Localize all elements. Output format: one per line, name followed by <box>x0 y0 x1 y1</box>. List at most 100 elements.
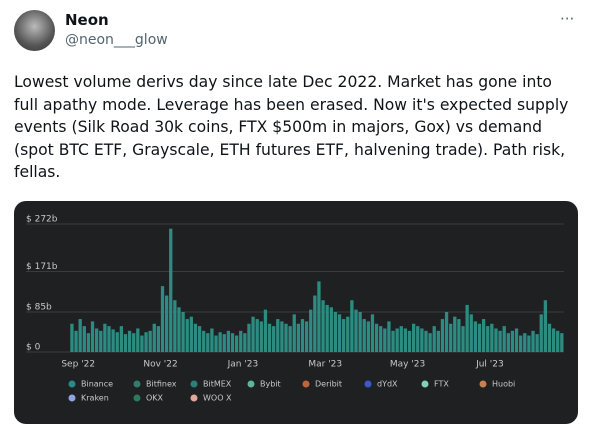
bar <box>123 334 128 352</box>
x-tick-label: Mar '23 <box>308 360 342 370</box>
bar <box>399 326 403 352</box>
bar <box>444 312 449 352</box>
bar <box>90 321 95 352</box>
bar <box>411 323 416 352</box>
x-tick-label: May '23 <box>390 360 425 370</box>
legend-swatch <box>247 380 255 388</box>
bar <box>370 314 375 352</box>
bar <box>263 309 268 352</box>
bar <box>551 328 556 352</box>
bar <box>457 319 461 352</box>
tweet-text: Lowest volume derivs day since late Dec … <box>14 73 569 181</box>
bar <box>255 319 259 352</box>
bar <box>206 333 210 352</box>
legend-label: WOO X <box>203 394 232 403</box>
bar <box>350 300 354 352</box>
bar <box>197 326 202 352</box>
bar <box>407 330 412 352</box>
bar <box>506 333 510 352</box>
legend-swatch <box>68 380 76 388</box>
bar <box>354 309 358 352</box>
bar <box>358 312 362 352</box>
more-button[interactable]: ··· <box>560 10 575 28</box>
bar <box>169 228 173 352</box>
bar <box>486 326 490 352</box>
bar <box>136 328 140 352</box>
legend-label: Deribit <box>315 380 342 389</box>
bar <box>300 319 305 352</box>
bar <box>510 330 515 352</box>
y-tick-label: $ 0 <box>26 343 41 353</box>
bar <box>214 335 218 352</box>
bar <box>132 333 136 352</box>
bar <box>317 281 321 352</box>
bar <box>74 330 78 352</box>
legend-label: Bitfinex <box>146 380 177 389</box>
bar <box>103 323 107 352</box>
legend-label: Binance <box>81 380 113 389</box>
bar <box>346 316 350 352</box>
bar <box>387 321 391 352</box>
avatar[interactable] <box>14 10 55 51</box>
bar <box>218 332 222 352</box>
bar <box>379 326 383 352</box>
legend-swatch <box>479 380 487 388</box>
bar <box>514 328 519 352</box>
bar <box>173 300 177 352</box>
bar <box>325 304 329 352</box>
bar <box>78 319 82 352</box>
bar <box>95 328 99 352</box>
bar <box>222 334 226 352</box>
bar <box>115 332 119 352</box>
bar <box>304 321 309 352</box>
bar <box>374 323 379 352</box>
bar <box>272 326 276 352</box>
legend-swatch <box>133 380 141 388</box>
x-tick-label: Nov '22 <box>143 360 177 370</box>
y-tick-label: $ 272b <box>26 215 58 225</box>
user-name[interactable]: Neon <box>65 11 109 29</box>
bar <box>321 300 325 352</box>
x-tick-label: Jul '23 <box>475 360 504 370</box>
bar <box>329 307 333 352</box>
bar <box>556 330 560 352</box>
bar <box>189 316 193 352</box>
bar <box>416 326 420 352</box>
y-tick-label: $ 85b <box>26 303 52 313</box>
bar <box>366 321 370 352</box>
bar <box>239 330 243 352</box>
bar <box>243 333 247 352</box>
legend-label: Huobi <box>492 380 515 389</box>
bar <box>202 330 206 352</box>
bar <box>502 326 506 352</box>
bar <box>477 323 482 352</box>
user-handle[interactable]: @neon___glow <box>65 32 168 48</box>
bar <box>436 330 440 352</box>
x-tick-label: Sep '22 <box>61 360 95 370</box>
bar <box>226 330 231 352</box>
bar <box>247 323 251 352</box>
bar <box>127 330 132 352</box>
bar <box>560 333 564 352</box>
bar <box>527 335 531 352</box>
legend-label: BitMEX <box>203 380 232 389</box>
bar <box>280 321 284 352</box>
bar <box>333 312 338 352</box>
bar <box>391 330 395 352</box>
legend-label: FTX <box>434 380 449 389</box>
bar <box>82 326 86 352</box>
bar <box>313 295 317 352</box>
y-tick-label: $ 171b <box>26 262 58 272</box>
legend-swatch <box>133 394 141 402</box>
bar <box>461 326 465 352</box>
bar <box>481 319 486 352</box>
bar <box>424 330 428 352</box>
bar <box>490 323 494 352</box>
bar <box>383 328 387 352</box>
bar <box>210 328 214 352</box>
bar <box>152 323 156 352</box>
bar <box>535 334 539 352</box>
bar <box>70 323 74 352</box>
bar <box>259 321 263 352</box>
